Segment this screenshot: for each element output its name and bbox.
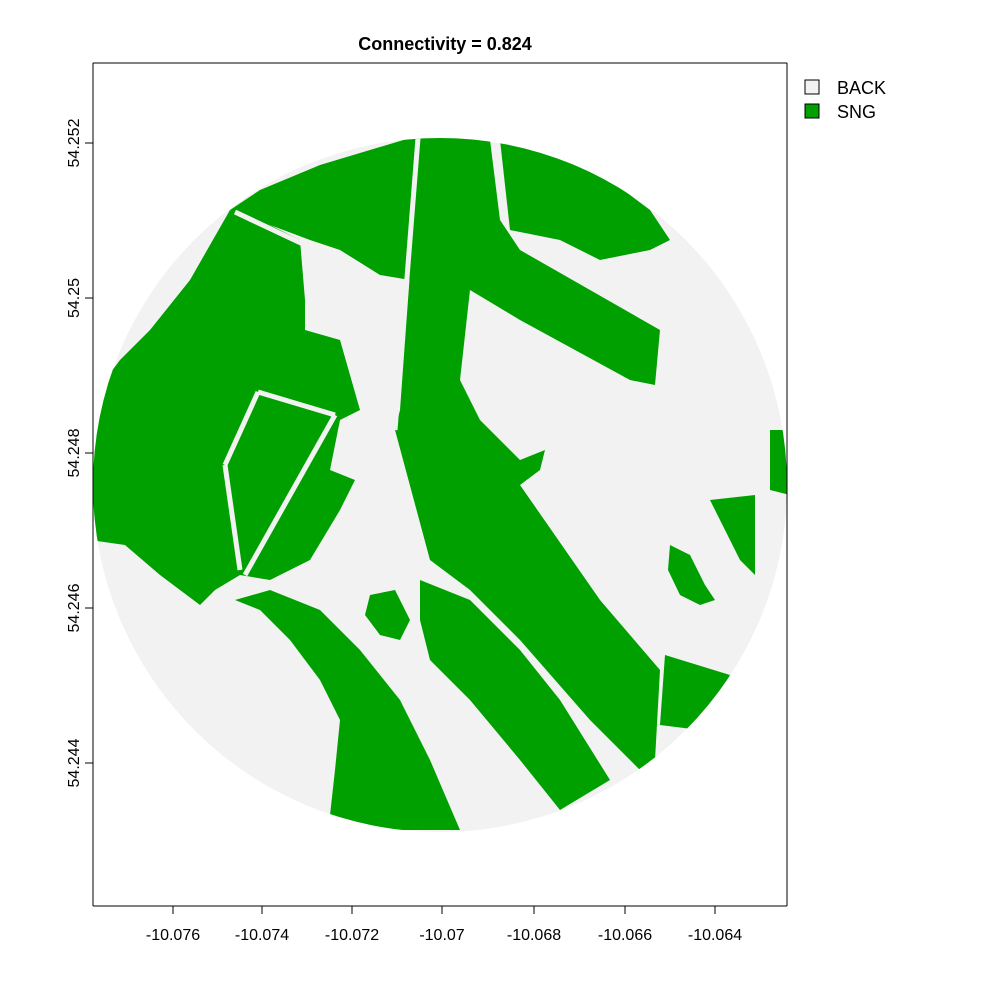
legend-swatch-sng: [804, 103, 820, 119]
x-tick-label: -10.074: [235, 927, 289, 944]
x-tick-label: -10.072: [325, 927, 379, 944]
y-tick-label: 54.25: [66, 278, 83, 318]
sng-patch: [395, 138, 660, 770]
y-tick-label: 54.244: [66, 738, 83, 787]
y-tick-label: 54.246: [66, 583, 83, 632]
legend-swatch-back: [804, 79, 820, 95]
sng-patch: [420, 580, 610, 810]
linear-feature: [222, 464, 243, 571]
legend: BACK SNG: [804, 78, 886, 122]
linear-feature: [392, 138, 421, 431]
sng-patch: [93, 210, 360, 605]
sng-patch: [365, 590, 410, 640]
sng-patch: [230, 138, 420, 280]
x-tick-label: -10.064: [688, 927, 742, 944]
linear-feature: [242, 413, 338, 577]
sng-patch: [500, 140, 670, 260]
sng-patches: [93, 138, 787, 830]
x-tick-label: -10.076: [146, 927, 200, 944]
x-tick-label: -10.068: [507, 927, 561, 944]
landcover-map: [93, 138, 787, 832]
legend-label-sng: SNG: [837, 102, 876, 122]
y-tick-label: 54.252: [66, 118, 83, 167]
y-tick-label: 54.248: [66, 428, 83, 477]
linear-feature: [222, 390, 261, 467]
y-ticks: 54.252 54.25 54.248 54.246 54.244: [66, 118, 93, 787]
sng-patch: [710, 495, 755, 575]
x-ticks: -10.076 -10.074 -10.072 -10.07 -10.068 -…: [146, 906, 742, 944]
sng-patch: [660, 655, 730, 730]
linear-feature: [257, 389, 336, 418]
axes: [92, 62, 788, 907]
linear-features: [222, 138, 421, 577]
x-tick-label: -10.07: [419, 927, 464, 944]
sng-patch: [235, 590, 460, 830]
legend-label-back: BACK: [837, 78, 886, 98]
plot-title: Connectivity = 0.824: [358, 34, 532, 54]
x-tick-label: -10.066: [598, 927, 652, 944]
sng-patch: [668, 545, 715, 605]
linear-feature: [233, 209, 307, 248]
